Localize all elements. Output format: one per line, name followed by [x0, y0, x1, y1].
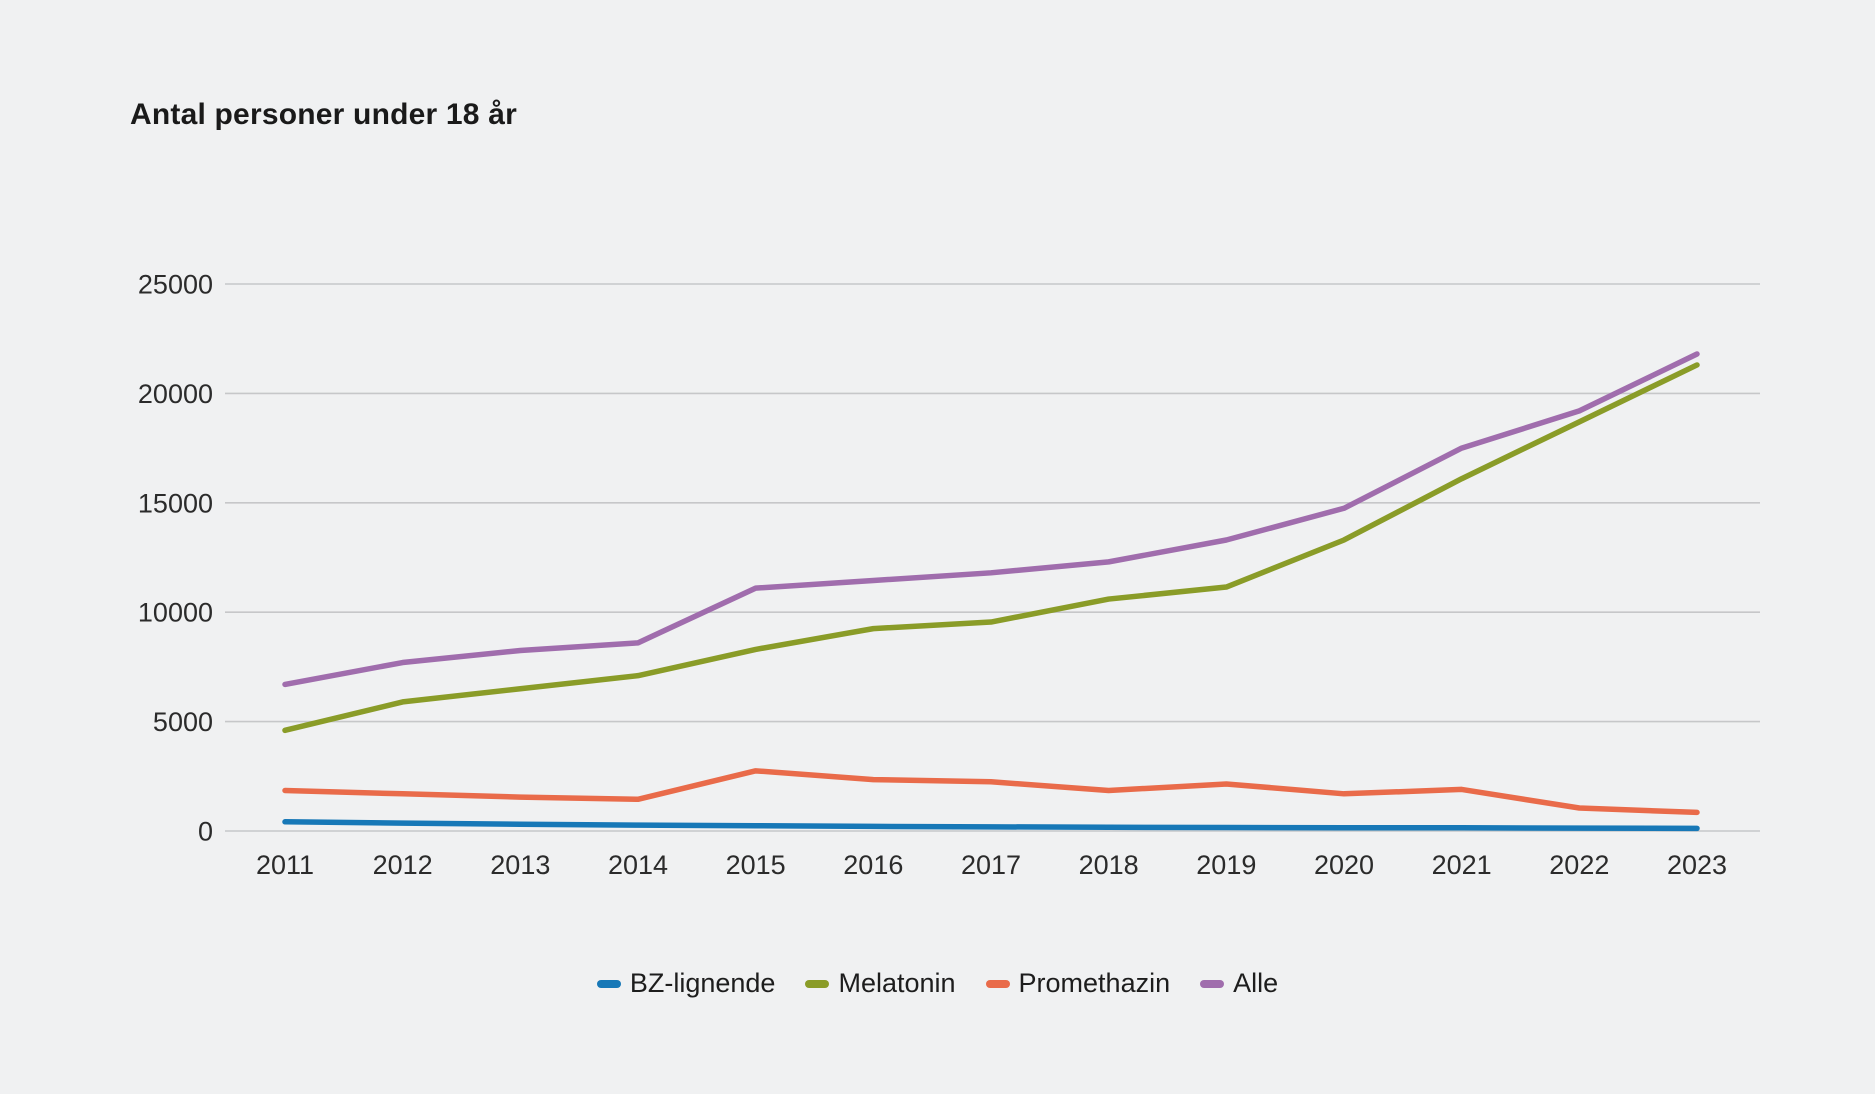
y-axis-tick-label: 15000 — [138, 488, 213, 518]
legend-label: Promethazin — [1018, 968, 1171, 998]
legend-label: Alle — [1233, 968, 1279, 998]
y-axis-tick-label: 0 — [198, 817, 213, 847]
x-axis-tick-label-2019: 2019 — [1196, 850, 1256, 880]
x-axis-tick-label-2022: 2022 — [1549, 850, 1609, 880]
x-axis-tick-label-2015: 2015 — [726, 850, 786, 880]
legend-item-promethazin: Promethazin — [985, 968, 1171, 999]
x-axis-tick-label-2020: 2020 — [1314, 850, 1374, 880]
x-axis-tick-label-2011: 2011 — [256, 850, 314, 880]
y-axis-tick-label: 25000 — [138, 270, 213, 300]
legend-item-bz-lignende: BZ-lignende — [596, 968, 776, 999]
y-axis-tick-label: 20000 — [138, 379, 213, 409]
x-axis-tick-label-2016: 2016 — [843, 850, 903, 880]
series-line-bz-lignende — [282, 819, 1700, 832]
y-axis-tick-label: 10000 — [138, 598, 213, 628]
legend-swatch-icon — [985, 979, 1010, 988]
legend-item-melatonin: Melatonin — [805, 968, 956, 999]
chart-legend: BZ-lignende Melatonin Promethazin Alle — [0, 968, 1875, 999]
x-axis-tick-label-2013: 2013 — [490, 850, 550, 880]
legend-item-alle: Alle — [1200, 968, 1278, 999]
series-line-promethazin — [282, 768, 1700, 816]
x-axis-tick-label-2012: 2012 — [373, 850, 433, 880]
legend-swatch-icon — [1200, 979, 1225, 988]
legend-label: BZ-lignende — [629, 968, 776, 998]
y-axis-tick-label: 5000 — [153, 707, 213, 737]
series-line-alle — [282, 351, 1700, 688]
chart-title: Antal personer under 18 år — [130, 98, 517, 131]
legend-swatch-icon — [596, 979, 621, 988]
legend-label: Melatonin — [838, 968, 956, 998]
x-axis-tick-label-2023: 2023 — [1667, 850, 1727, 880]
x-axis-tick-label-2021: 2021 — [1432, 850, 1492, 880]
x-axis-tick-label-2018: 2018 — [1079, 850, 1139, 880]
x-axis-tick-label-2017: 2017 — [961, 850, 1021, 880]
series-line-melatonin — [282, 362, 1700, 734]
x-axis-tick-label-2014: 2014 — [608, 850, 668, 880]
legend-swatch-icon — [805, 979, 830, 988]
